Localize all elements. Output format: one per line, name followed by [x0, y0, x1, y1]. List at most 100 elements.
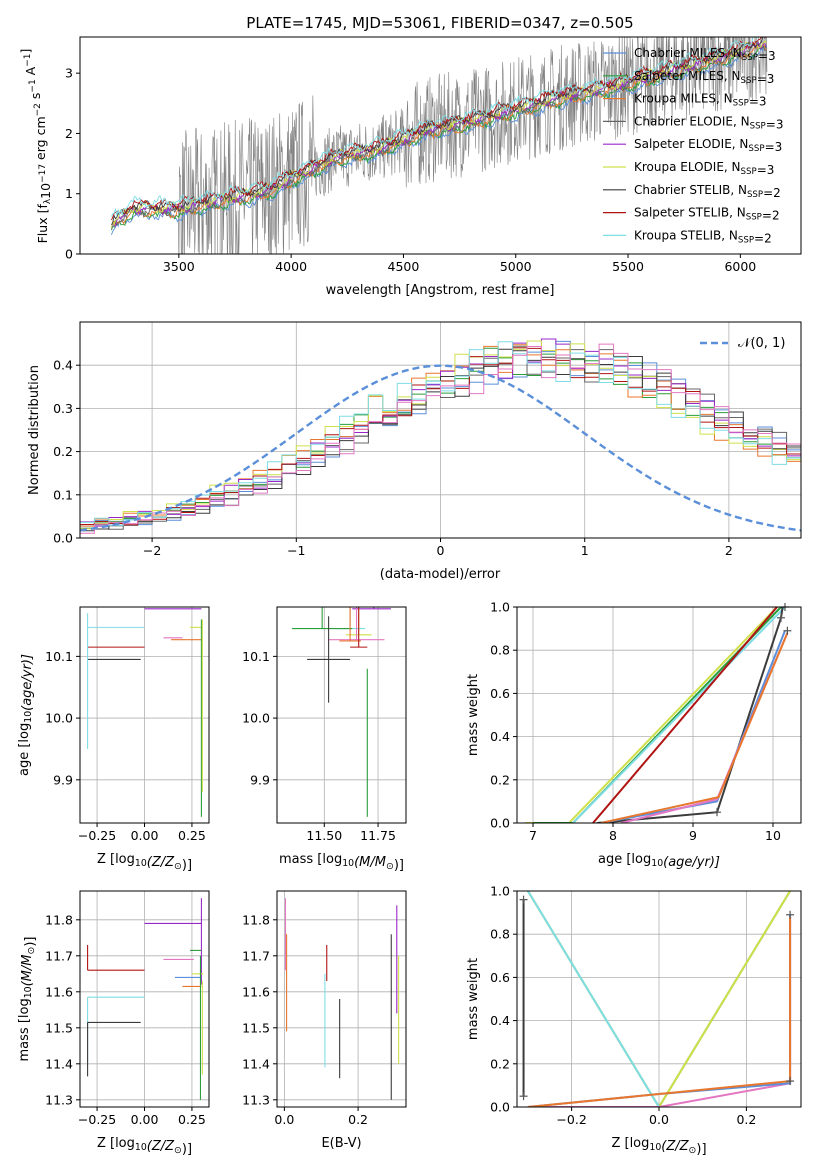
label-part: SSP — [748, 144, 764, 154]
label-part: =2 — [762, 209, 780, 223]
label-part: ⊙ — [174, 1145, 182, 1156]
y-tick-label: 0.0 — [53, 531, 73, 546]
legend-entry: Kroupa STELIB, NSSP=2 — [634, 228, 772, 245]
x-tick-label: 4500 — [388, 259, 420, 274]
label-part: 10 — [23, 711, 34, 723]
label-part: Kroupa ELODIE, N — [634, 160, 741, 174]
x-axis-label: Z [log10(Z/Z⊙)] — [611, 1136, 706, 1157]
x-tick-label: −1 — [287, 543, 305, 558]
x-tick-label: 0.00 — [131, 1112, 159, 1127]
x-tick-label: 10 — [765, 828, 781, 843]
label-part: 10 — [38, 183, 53, 199]
x-tick-label: 0.25 — [178, 1112, 206, 1127]
label-part: =3 — [766, 117, 784, 131]
y-tick-label: 0.4 — [53, 358, 73, 373]
x-tick-label: 0.0 — [274, 1112, 294, 1127]
label-part: (Z/Z — [661, 1139, 689, 1154]
y-tick-label: 11.8 — [45, 912, 73, 927]
label-part: Flux [f — [35, 204, 50, 244]
y-tick-label: 0.6 — [490, 970, 510, 985]
y-tick-label: 0.4 — [490, 729, 510, 744]
label-part: s — [28, 93, 43, 104]
y-tick-label: 11.8 — [242, 912, 270, 927]
label-part: (M/M — [20, 955, 35, 987]
x-tick-label: 8 — [609, 828, 617, 843]
label-part: ⊙ — [174, 861, 182, 872]
label-part: (age/yr)] — [663, 855, 720, 870]
y-tick-label: 11.5 — [45, 1020, 73, 1035]
label-part: =3 — [757, 163, 775, 177]
y-tick-label: 0.0 — [490, 816, 510, 831]
y-tick-label: 0.3 — [53, 401, 73, 416]
label-part: (data-model)/error — [380, 567, 501, 582]
label-part: =3 — [757, 72, 775, 86]
label-part: 10 — [651, 858, 663, 869]
y-axis-label: Normed distribution — [27, 365, 42, 495]
x-tick-label: 1 — [581, 543, 589, 558]
mass-weight-line — [596, 607, 784, 823]
x-tick-label: 9 — [689, 828, 697, 843]
label-part: E(B-V) — [321, 1136, 361, 1151]
y-tick-label: 10.0 — [242, 711, 270, 726]
label-part: age [log — [17, 723, 32, 776]
label-part: Kroupa STELIB, N — [634, 228, 738, 242]
massweight-vs-metallicity-panel: −0.2 0.0 0.2 0.0 0.2 0.4 0.6 0.8 1.0 Z [log10(Z/Z… — [466, 884, 802, 1157]
mass-weight-line — [525, 607, 778, 823]
label-part: mass weight — [466, 674, 481, 756]
label-part: (Z/Z — [147, 1139, 175, 1154]
x-tick-label: 0 — [437, 543, 445, 558]
legend-entry: 𝒩(0, 1) — [738, 336, 785, 351]
histogram-step — [80, 343, 801, 534]
model-spectrum-line — [111, 41, 767, 228]
label-part: 10 — [135, 1142, 147, 1153]
label-part: −1 — [23, 54, 33, 67]
label-part: −1 — [28, 79, 38, 92]
y-tick-label: 10.1 — [45, 649, 73, 664]
model-spectrum-line — [111, 45, 767, 231]
label-part: ⊙ — [26, 947, 37, 955]
y-tick-label: 0.4 — [490, 1013, 510, 1028]
label-part: Salpeter ELODIE, N — [634, 137, 748, 151]
label-part: mass [log — [279, 852, 342, 867]
label-part: SSP — [738, 235, 754, 245]
y-tick-label: 11.5 — [242, 1020, 270, 1035]
label-part: SSP — [747, 190, 763, 200]
x-tick-label: 5500 — [612, 259, 644, 274]
x-tick-label: 0.00 — [131, 828, 159, 843]
model-spectrum-line — [111, 37, 766, 221]
mass-weight-line — [527, 916, 792, 1107]
label-part: )] — [182, 1142, 192, 1157]
y-tick-label: 2 — [65, 126, 73, 141]
x-axis-label: Z [log10(Z/Z⊙)] — [97, 1136, 192, 1157]
legend-entry: Salpeter MILES, NSSP=3 — [634, 69, 774, 86]
label-part: Z [log — [97, 852, 135, 867]
x-axis-label: wavelength [Angstrom, rest frame] — [326, 283, 555, 298]
histogram-step — [80, 344, 801, 531]
y-tick-label: 1.0 — [490, 600, 510, 615]
x-tick-label: 6000 — [724, 259, 756, 274]
axes-frame — [276, 606, 407, 824]
axes-frame — [516, 890, 802, 1108]
x-tick-label: 3500 — [163, 259, 195, 274]
residuals-panel: −2 −1 0 1 2 0.0 0.1 0.2 0.3 0.4 𝒩(0, 1) (data-model… — [27, 321, 802, 582]
x-axis-label: Z [log10(Z/Z⊙)] — [97, 852, 192, 873]
label-part: SSP — [750, 121, 766, 131]
x-axis-label: age [log10(age/yr)] — [598, 852, 720, 870]
y-tick-label: 10.1 — [242, 649, 270, 664]
label-part: )] — [23, 937, 38, 947]
label-part: (Z/Z — [147, 855, 175, 870]
y-tick-label: 9.9 — [53, 772, 73, 787]
x-tick-label: 2 — [725, 543, 733, 558]
x-axis-label: mass [log10(M/M⊙)] — [279, 852, 404, 873]
legend-entry: Chabrier STELIB, NSSP=2 — [634, 183, 781, 200]
age-vs-mass-panel: 11.50 11.75 9.9 10.0 10.1 mass [log10(M/M⊙)] — [242, 606, 407, 873]
label-part: mass [log — [17, 998, 32, 1061]
y-tick-label: 0.8 — [490, 927, 510, 942]
x-tick-label: 0.2 — [348, 1112, 368, 1127]
x-tick-label: 0.2 — [736, 1112, 756, 1127]
label-part: SSP — [741, 76, 757, 86]
x-tick-label: −0.25 — [78, 1112, 116, 1127]
y-tick-label: 3 — [65, 66, 73, 81]
x-tick-label: −0.2 — [556, 1112, 586, 1127]
